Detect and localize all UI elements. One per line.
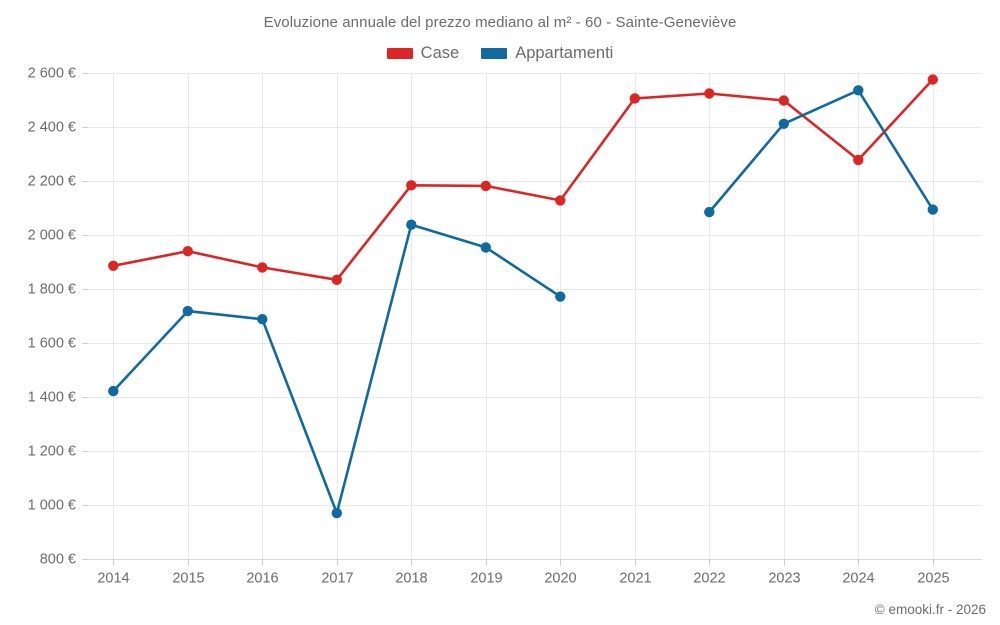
y-tick-label: 2 000 € (28, 227, 76, 243)
x-tick-label: 2014 (97, 571, 129, 587)
data-point-appartamenti-2018[interactable] (406, 219, 417, 230)
data-point-appartamenti-2022[interactable] (704, 206, 715, 218)
data-point-appartamenti-2025[interactable] (927, 204, 938, 215)
data-point-case-2022[interactable] (704, 88, 715, 99)
x-axis-labels: 2014 2015 2016 2017 2018 2019 2020 2021 2022 2023… (97, 571, 949, 587)
data-point-case-2023[interactable] (778, 95, 789, 106)
data-point-case-2014[interactable] (108, 260, 119, 271)
data-point-case-2017[interactable] (331, 274, 342, 285)
legend-item-appartamenti[interactable]: Appartamenti (481, 44, 613, 63)
y-tick-label: 1 800 € (28, 281, 76, 297)
y-tick-label: 1 400 € (28, 389, 76, 405)
chart-title: Evoluzione annuale del prezzo mediano al… (263, 14, 737, 31)
data-point-case-2020[interactable] (555, 195, 566, 206)
data-point-appartamenti-2015[interactable] (182, 305, 193, 317)
x-tick-label: 2023 (768, 571, 800, 587)
line-swatch-icon (386, 48, 413, 59)
series-line-case (112, 78, 935, 282)
data-point-appartamenti-2014[interactable] (108, 385, 119, 397)
y-tick-label: 2 400 € (28, 119, 76, 135)
x-tick-label: 2020 (544, 571, 576, 587)
y-axis-labels: 800 € 1 000 € 1 200 € 1 400 € 1 600 € 1 800 €… (28, 65, 76, 567)
data-point-appartamenti-2024[interactable] (853, 85, 864, 96)
x-tick-label: 2019 (470, 571, 502, 587)
y-tick-label: 1 200 € (28, 443, 76, 459)
footer-credit: © emooki.fr - 2026 (874, 602, 986, 617)
x-tick-label: 2018 (395, 571, 427, 587)
x-tick-label: 2024 (842, 571, 874, 587)
line-swatch-icon (481, 48, 508, 59)
x-tick-label: 2017 (321, 571, 353, 587)
data-point-appartamenti-2016[interactable] (257, 314, 268, 325)
tickmarks-group (82, 73, 934, 566)
gridlines-group (88, 73, 982, 560)
data-point-case-2018[interactable] (406, 180, 417, 191)
data-point-case-2025[interactable] (927, 74, 938, 85)
x-tick-label: 2022 (693, 571, 725, 587)
y-tick-label: 1 600 € (28, 335, 76, 351)
series-group (108, 74, 938, 519)
data-point-case-2024[interactable] (853, 154, 864, 166)
x-tick-label: 2015 (172, 571, 204, 587)
series-line-appartamenti (112, 89, 935, 515)
chart-legend: Case Appartamenti (0, 44, 1000, 63)
x-tick-label: 2021 (619, 571, 651, 587)
y-tick-label: 800 € (40, 551, 76, 567)
legend-item-label: Case (420, 44, 460, 62)
data-point-case-2016[interactable] (257, 262, 268, 273)
y-tick-label: 2 200 € (28, 173, 76, 189)
data-point-case-2019[interactable] (480, 180, 491, 192)
data-point-case-2015[interactable] (182, 246, 193, 257)
data-point-case-2021[interactable] (629, 93, 640, 104)
legend-item-label: Appartamenti (515, 44, 614, 62)
data-point-appartamenti-2020[interactable] (555, 291, 566, 302)
data-point-appartamenti-2017[interactable] (331, 507, 342, 519)
y-tick-label: 1 000 € (28, 497, 76, 513)
y-tick-label: 2 600 € (28, 65, 76, 81)
data-point-appartamenti-2023[interactable] (778, 118, 789, 129)
x-tick-label: 2025 (917, 571, 949, 587)
legend-item-case[interactable]: Case (386, 44, 460, 63)
x-tick-label: 2016 (246, 571, 278, 587)
data-point-appartamenti-2019[interactable] (480, 242, 491, 253)
